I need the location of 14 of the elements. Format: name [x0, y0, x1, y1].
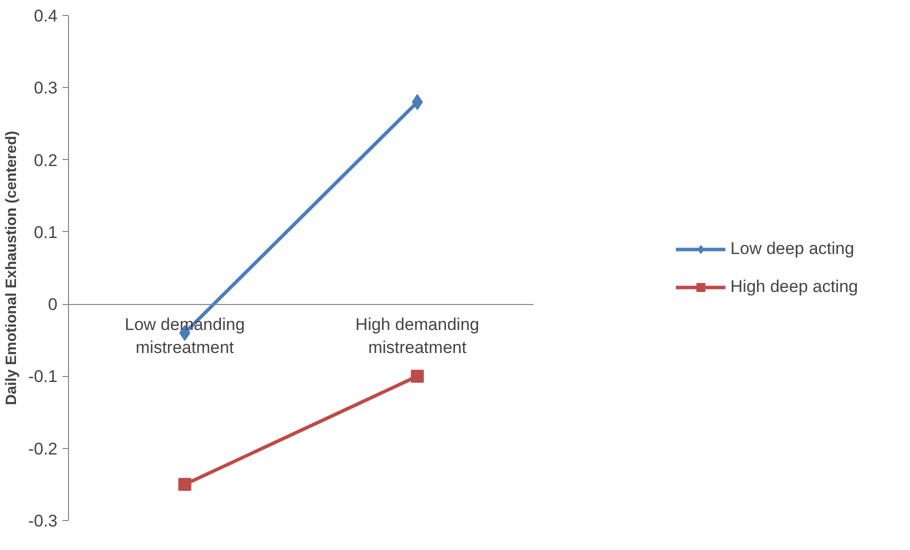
y-tick-label: 0.4: [34, 6, 58, 26]
legend-label: High deep acting: [730, 276, 858, 296]
y-tick-label: 0.3: [34, 78, 58, 98]
point: [178, 478, 192, 491]
y-tick-label: -0.3: [28, 512, 58, 530]
legend-label: Low deep acting: [730, 238, 854, 258]
y-tick-label: 0: [48, 295, 58, 314]
y-tick-label: 0.1: [34, 222, 58, 242]
y-tick-label: 0.2: [34, 150, 58, 170]
point: [410, 370, 424, 383]
y-axis-title: Daily Emotional Exhaustion (centered): [3, 130, 20, 406]
y-tick-label: -0.2: [28, 439, 58, 458]
x-tick-label: High demanding mistreatment: [355, 315, 480, 357]
y-tick-label: -0.1: [28, 367, 58, 386]
